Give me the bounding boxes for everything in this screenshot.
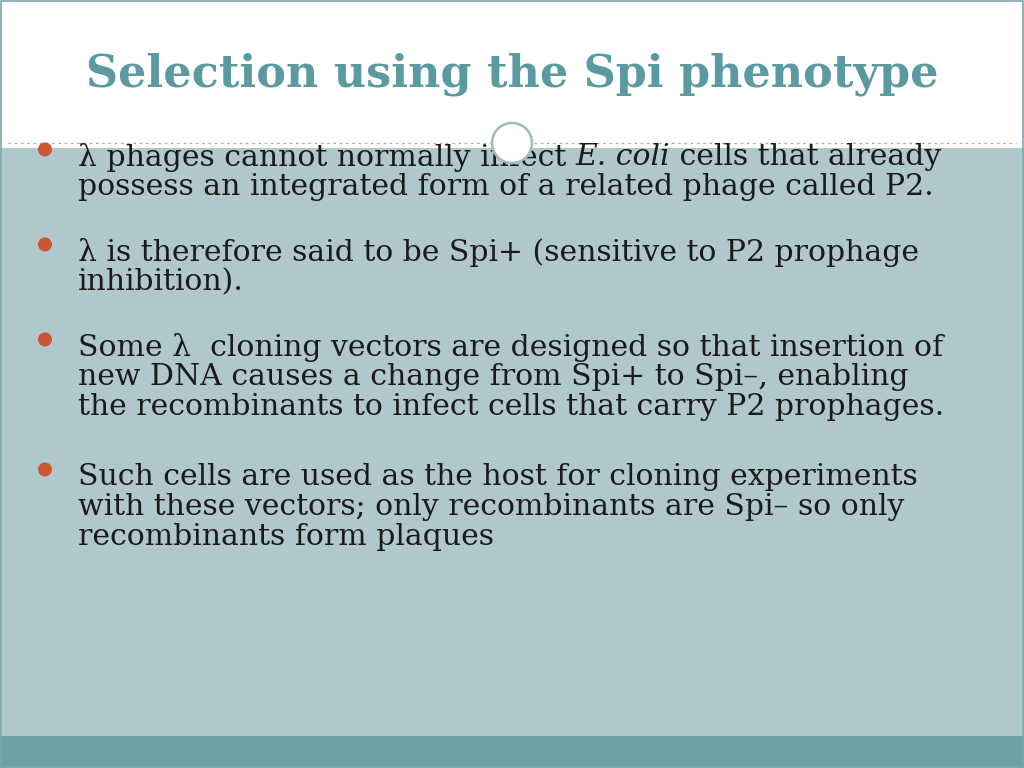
Circle shape — [492, 123, 532, 163]
Text: cells that already: cells that already — [671, 143, 941, 171]
Text: possess an integrated form of a related phage called P2.: possess an integrated form of a related … — [78, 173, 934, 201]
Circle shape — [38, 333, 52, 346]
Text: Selection using the Spi phenotype: Selection using the Spi phenotype — [86, 52, 938, 96]
FancyBboxPatch shape — [0, 148, 1024, 736]
FancyBboxPatch shape — [0, 736, 1024, 768]
Text: λ phages cannot normally infect: λ phages cannot normally infect — [78, 143, 575, 172]
Text: E. coli: E. coli — [575, 143, 671, 171]
Text: recombinants form plaques: recombinants form plaques — [78, 523, 494, 551]
FancyBboxPatch shape — [0, 0, 1024, 148]
Text: λ is therefore said to be Spi+ (sensitive to P2 prophage: λ is therefore said to be Spi+ (sensitiv… — [78, 238, 919, 267]
Circle shape — [38, 237, 52, 251]
Text: Such cells are used as the host for cloning experiments: Such cells are used as the host for clon… — [78, 463, 918, 491]
Circle shape — [38, 462, 52, 476]
Text: new DNA causes a change from Spi+ to Spi–, enabling: new DNA causes a change from Spi+ to Spi… — [78, 363, 908, 391]
Text: inhibition).: inhibition). — [78, 268, 244, 296]
Text: the recombinants to infect cells that carry P2 prophages.: the recombinants to infect cells that ca… — [78, 393, 944, 421]
Text: Some λ  cloning vectors are designed so that insertion of: Some λ cloning vectors are designed so t… — [78, 333, 943, 362]
Circle shape — [38, 142, 52, 157]
Text: with these vectors; only recombinants are Spi– so only: with these vectors; only recombinants ar… — [78, 493, 904, 521]
